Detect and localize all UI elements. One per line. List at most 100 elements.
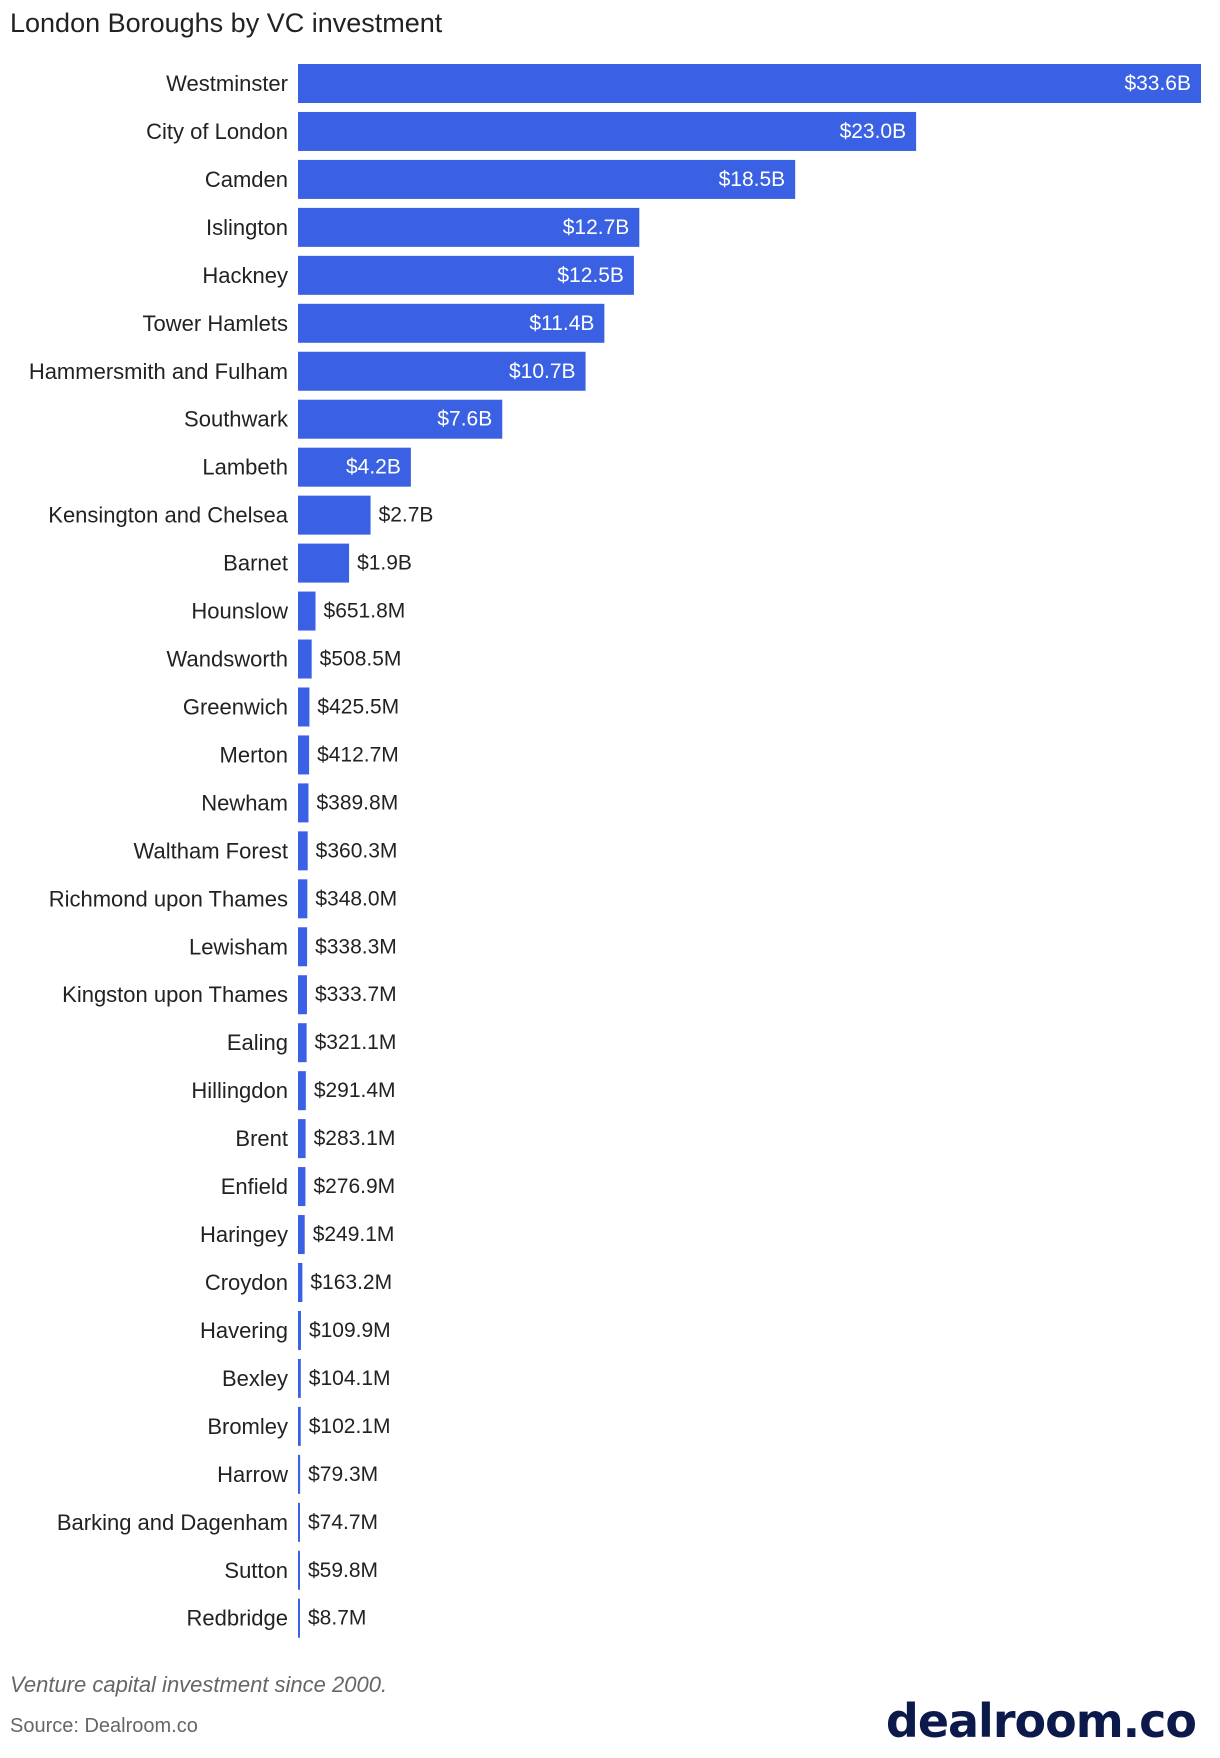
category-label: Havering (200, 1318, 288, 1343)
value-label: $508.5M (320, 648, 402, 671)
category-label: Greenwich (183, 694, 288, 719)
bar (298, 879, 308, 919)
category-label: Kingston upon Thames (62, 982, 288, 1007)
dealroom-logo: dealroom.co (885, 1694, 1197, 1748)
value-label: $360.3M (316, 839, 398, 862)
bar (298, 975, 307, 1015)
bar (298, 1119, 306, 1159)
category-label: Merton (220, 742, 288, 767)
value-label: $23.0B (840, 120, 907, 143)
chart-title: London Boroughs by VC investment (10, 8, 443, 38)
category-label: Redbridge (186, 1606, 288, 1631)
bar (298, 1406, 301, 1446)
bar (298, 1358, 301, 1398)
category-label: Hillingdon (191, 1078, 288, 1103)
value-label: $412.7M (317, 743, 399, 766)
bar (298, 687, 310, 727)
chart-note: Venture capital investment since 2000. (10, 1672, 388, 1697)
value-label: $163.2M (310, 1271, 392, 1294)
value-label: $18.5B (719, 168, 786, 191)
category-label: Hammersmith and Fulham (29, 359, 288, 384)
value-label: $102.1M (309, 1415, 391, 1438)
bar (298, 543, 350, 583)
category-label: Newham (201, 790, 288, 815)
bar (298, 255, 634, 295)
value-label: $2.7B (379, 504, 434, 527)
value-label: $4.2B (346, 456, 401, 479)
bar (298, 639, 312, 679)
category-label: Hounslow (191, 599, 288, 624)
value-label: $104.1M (309, 1367, 391, 1390)
bar (298, 303, 605, 343)
bar (298, 1598, 300, 1638)
category-label: Waltham Forest (134, 838, 288, 863)
bar (298, 1023, 307, 1063)
bar (298, 495, 371, 535)
value-label: $333.7M (315, 983, 397, 1006)
category-label: Bexley (222, 1366, 288, 1391)
value-label: $338.3M (315, 935, 397, 958)
bar (298, 1454, 301, 1494)
value-label: $276.9M (313, 1175, 395, 1198)
bar (298, 831, 308, 871)
category-label: Kensington and Chelsea (48, 503, 288, 528)
bar-chart: Westminster $33.6B City of London $23.0B Cam… (29, 64, 1201, 1638)
bar (298, 351, 586, 391)
value-label: $283.1M (314, 1127, 396, 1150)
value-label: $348.0M (315, 887, 397, 910)
category-label: Islington (206, 215, 288, 240)
category-label: Sutton (224, 1558, 288, 1583)
category-label: Barking and Dagenham (57, 1510, 288, 1535)
value-label: $8.7M (308, 1607, 366, 1630)
value-label: $651.8M (324, 600, 406, 623)
value-label: $12.7B (563, 216, 630, 239)
bar (298, 1310, 301, 1350)
value-label: $59.8M (308, 1559, 378, 1582)
chart-source: Source: Dealroom.co (10, 1715, 198, 1737)
category-label: Lewisham (189, 934, 288, 959)
bar (298, 591, 316, 631)
bar (298, 783, 309, 823)
value-label: $425.5M (317, 695, 399, 718)
bar (298, 1071, 306, 1111)
category-label: Camden (205, 167, 288, 192)
category-label: Enfield (221, 1174, 288, 1199)
category-label: Barnet (223, 551, 288, 576)
category-label: Brent (235, 1126, 288, 1151)
bar (298, 207, 640, 247)
category-label: Richmond upon Thames (49, 886, 288, 911)
value-label: $79.3M (308, 1463, 378, 1486)
bar (298, 447, 411, 487)
value-label: $249.1M (313, 1223, 395, 1246)
value-label: $33.6B (1124, 72, 1191, 95)
value-label: $10.7B (509, 360, 576, 383)
category-label: Bromley (207, 1414, 288, 1439)
bar (298, 735, 310, 775)
category-label: Croydon (205, 1270, 288, 1295)
value-label: $74.7M (308, 1511, 378, 1534)
value-label: $109.9M (309, 1319, 391, 1342)
bar (298, 1167, 306, 1207)
bar (298, 111, 917, 151)
category-label: Lambeth (202, 455, 288, 480)
bar (298, 159, 796, 199)
bar (298, 399, 503, 439)
category-label: Ealing (227, 1030, 288, 1055)
bar (298, 1263, 303, 1302)
value-label: $321.1M (315, 1031, 397, 1054)
category-label: City of London (146, 119, 288, 144)
value-label: $1.9B (357, 552, 412, 575)
bar (298, 64, 1201, 103)
value-label: $12.5B (557, 264, 624, 287)
bar (298, 1502, 301, 1542)
value-label: $7.6B (437, 408, 492, 431)
bar (298, 1550, 300, 1590)
value-label: $389.8M (316, 791, 398, 814)
bar (298, 927, 308, 967)
category-label: Westminster (166, 71, 288, 96)
value-label: $291.4M (314, 1079, 396, 1102)
value-label: $11.4B (529, 312, 594, 335)
category-label: Harrow (217, 1462, 288, 1487)
category-label: Tower Hamlets (143, 311, 288, 336)
bar (298, 1215, 305, 1255)
